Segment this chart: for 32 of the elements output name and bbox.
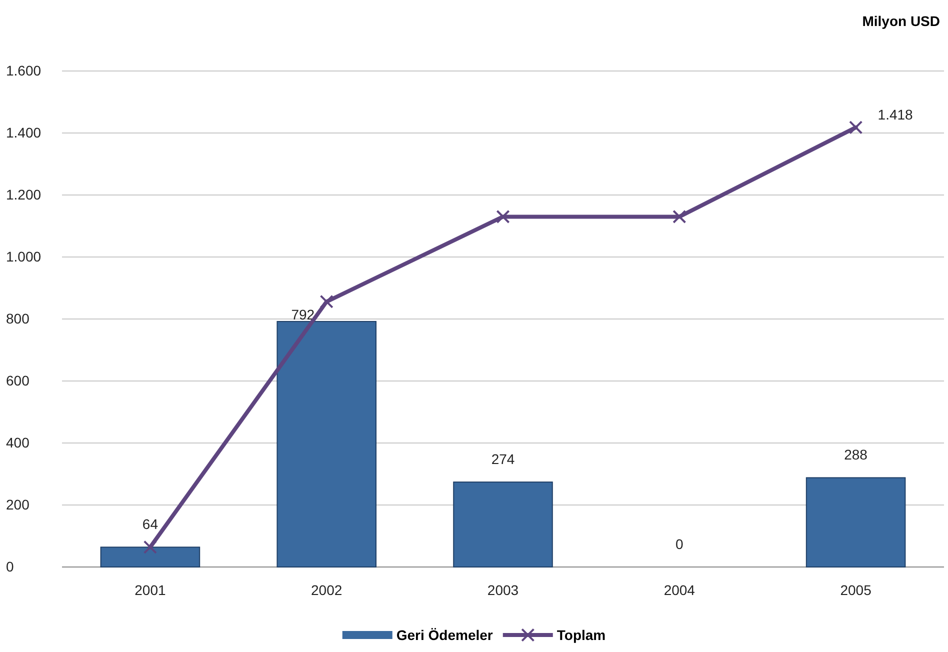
data-label: 288 xyxy=(844,446,868,463)
legend-label: Geri Ödemeler xyxy=(396,627,494,643)
point xyxy=(320,294,334,308)
y-tick-label: 1.000 xyxy=(6,248,42,264)
data-label: 0 xyxy=(676,536,684,552)
y-tick-label: 600 xyxy=(6,372,30,388)
point xyxy=(496,210,510,224)
data-label: 792 xyxy=(291,306,315,322)
y-tick-label: 1.600 xyxy=(6,62,42,78)
x-tick-label: 2002 xyxy=(311,582,342,598)
x-tick-label: 2004 xyxy=(664,582,696,598)
x-tick-label: 2003 xyxy=(487,582,519,598)
y-axis-title: Milyon USD xyxy=(862,13,940,29)
bar xyxy=(453,482,553,568)
point xyxy=(143,540,158,554)
y-tick-label: 0 xyxy=(6,558,14,574)
bar xyxy=(276,320,376,568)
x-tick-label: 2001 xyxy=(134,582,166,598)
y-tick-label: 1.400 xyxy=(6,124,42,140)
y-tick-label: 800 xyxy=(6,310,30,326)
bar xyxy=(100,546,200,568)
y-tick-label: 400 xyxy=(6,434,30,450)
x-tick-label: 2005 xyxy=(840,582,872,598)
data-label: 1.418 xyxy=(878,106,914,122)
point xyxy=(672,210,686,224)
y-tick-label: 200 xyxy=(6,496,30,512)
legend-label: Toplam xyxy=(556,627,606,643)
data-label: 274 xyxy=(491,451,515,468)
point xyxy=(848,120,863,134)
y-tick-label: 1.200 xyxy=(6,186,42,202)
bar xyxy=(806,477,906,568)
data-label: 64 xyxy=(142,516,158,532)
